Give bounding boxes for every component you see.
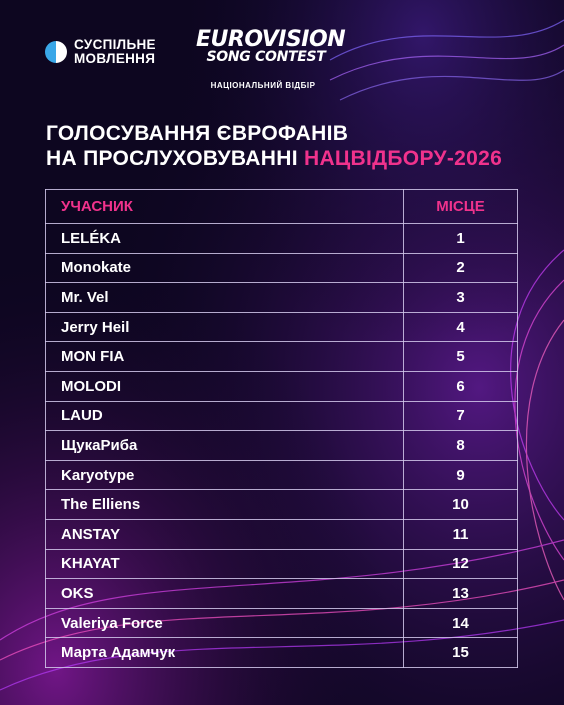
title-line2: НА ПРОСЛУХОВУВАННІ НАЦВІДБОРУ-2026	[46, 146, 502, 171]
eurovision-logo-line1: EUROVISION	[196, 27, 346, 52]
table-row: LAUD 7	[45, 400, 518, 432]
participant-name: Mr. Vel	[45, 282, 404, 313]
participant-place: 7	[403, 400, 518, 432]
table-row: Monokate 2	[45, 252, 518, 284]
participant-name: ANSTAY	[45, 518, 404, 550]
participant-name: Valeriya Force	[45, 607, 404, 639]
participant-place: 12	[403, 548, 518, 580]
eurovision-logo-line2: SONG CONTEST	[206, 49, 326, 65]
table-row: KHAYAT 12	[45, 548, 518, 580]
table-row: Марта Адамчук 15	[45, 637, 518, 668]
table-row: Jerry Heil 4	[45, 311, 518, 343]
participant-name: The Elliens	[45, 489, 404, 520]
participant-name: ЩукаРиба	[45, 430, 404, 461]
participant-place: 9	[403, 459, 518, 491]
results-table: УЧАСНИК МІСЦЕ LELÉKA 1 Monokate 2 Mr. Vel 3 Je…	[45, 189, 518, 668]
title-line2-prefix: НА ПРОСЛУХОВУВАННІ	[46, 147, 304, 170]
table-row: Karyotype 9	[45, 459, 518, 491]
broadcaster-name-line1: СУСПІЛЬНЕ	[74, 37, 156, 52]
participant-place: 3	[403, 282, 518, 313]
participant-place: 10	[403, 489, 518, 520]
participant-place: 5	[403, 341, 518, 372]
participant-place: 4	[403, 311, 518, 343]
table-row: Mr. Vel 3	[45, 282, 518, 313]
suspilne-logo-icon	[44, 40, 68, 64]
participant-name: LAUD	[45, 400, 404, 432]
participant-name: OKS	[45, 578, 404, 609]
eurovision-logo: EUROVISION SONG CONTEST	[196, 27, 346, 65]
participant-name: Jerry Heil	[45, 311, 404, 343]
table-row: LELÉKA 1	[45, 223, 518, 254]
participant-name: MOLODI	[45, 370, 404, 402]
table-header-row: УЧАСНИК МІСЦЕ	[45, 189, 518, 224]
table-row: MON FIA 5	[45, 341, 518, 372]
participant-place: 1	[403, 223, 518, 254]
participant-name: MON FIA	[45, 341, 404, 372]
participant-place: 13	[403, 578, 518, 609]
header-participant: УЧАСНИК	[45, 189, 404, 224]
table-row: ANSTAY 11	[45, 518, 518, 550]
page-title: ГОЛОСУВАННЯ ЄВРОФАНІВ НА ПРОСЛУХОВУВАННІ…	[46, 121, 502, 171]
header-place: МІСЦЕ	[403, 189, 518, 224]
title-line1: ГОЛОСУВАННЯ ЄВРОФАНІВ	[46, 122, 349, 145]
table-row: ЩукаРиба 8	[45, 430, 518, 461]
participant-name: LELÉKA	[45, 223, 404, 254]
table-row: MOLODI 6	[45, 370, 518, 402]
participant-place: 11	[403, 518, 518, 550]
table-row: OKS 13	[45, 578, 518, 609]
table-row: Valeriya Force 14	[45, 607, 518, 639]
participant-place: 8	[403, 430, 518, 461]
participant-name: Karyotype	[45, 459, 404, 491]
table-row: The Elliens 10	[45, 489, 518, 520]
participant-place: 14	[403, 607, 518, 639]
participant-name: Марта Адамчук	[45, 637, 404, 668]
national-selection-label: НАЦІОНАЛЬНИЙ ВІДБІР	[210, 81, 316, 90]
suspilne-logo: СУСПІЛЬНЕ МОВЛЕННЯ	[44, 38, 156, 66]
participant-place: 2	[403, 252, 518, 284]
participant-name: KHAYAT	[45, 548, 404, 580]
title-highlight: НАЦВІДБОРУ-2026	[303, 147, 503, 170]
participant-name: Monokate	[45, 252, 404, 284]
broadcaster-name-line2: МОВЛЕННЯ	[74, 51, 156, 66]
participant-place: 6	[403, 370, 518, 402]
participant-place: 15	[403, 637, 518, 668]
